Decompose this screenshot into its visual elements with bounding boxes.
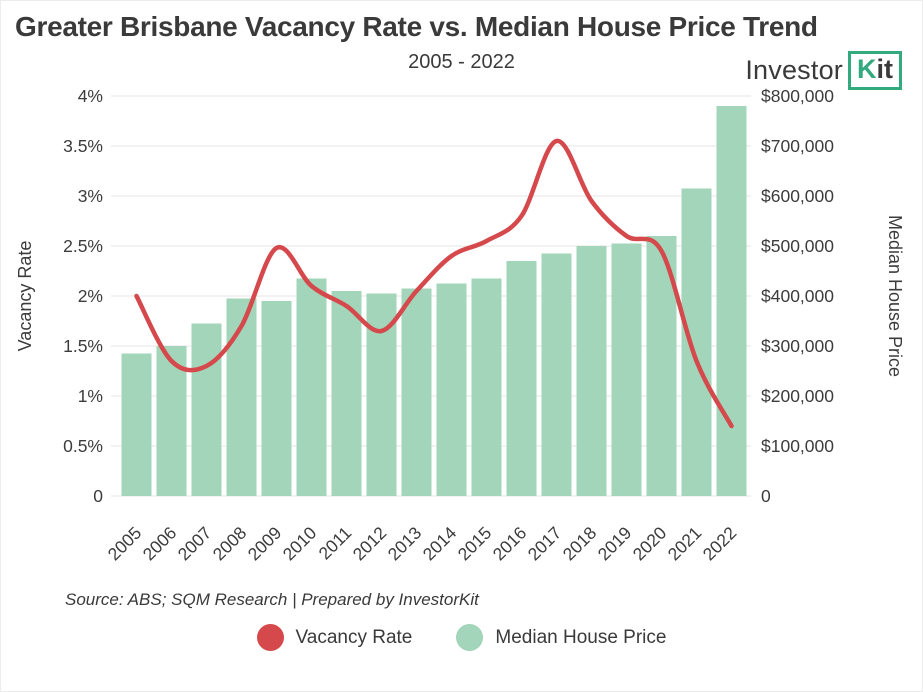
svg-text:2012: 2012 [349,523,391,565]
svg-text:2010: 2010 [279,523,321,565]
svg-text:$400,000: $400,000 [761,286,834,306]
svg-text:0.5%: 0.5% [63,436,103,456]
svg-text:0: 0 [93,486,103,506]
svg-text:$500,000: $500,000 [761,236,834,256]
svg-text:2006: 2006 [139,523,181,565]
legend-label: Median House Price [495,626,667,648]
chart-subtitle: 2005 - 2022 [408,51,515,73]
investorkit-logo: Investor Kit [745,51,902,90]
svg-text:2021: 2021 [664,523,706,565]
svg-text:1%: 1% [78,386,103,406]
logo-k: K [857,54,877,84]
svg-text:2016: 2016 [489,523,531,565]
svg-text:$300,000: $300,000 [761,336,834,356]
svg-text:2013: 2013 [384,523,426,565]
logo-text: Investor [745,55,843,85]
svg-text:3%: 3% [78,186,103,206]
legend: Vacancy Rate Median House Price [1,624,922,651]
svg-text:2019: 2019 [594,523,636,565]
svg-text:Vacancy Rate: Vacancy Rate [15,241,35,352]
svg-text:2020: 2020 [629,523,671,565]
source-note: Source: ABS; SQM Research | Prepared by … [65,590,479,609]
svg-text:$600,000: $600,000 [761,186,834,206]
svg-text:2018: 2018 [559,523,601,565]
svg-text:2015: 2015 [454,523,496,565]
svg-text:2007: 2007 [174,523,216,565]
svg-text:$100,000: $100,000 [761,436,834,456]
median-house-price-swatch [456,624,484,651]
svg-text:2014: 2014 [419,523,461,565]
svg-text:2.5%: 2.5% [63,236,103,256]
svg-text:$800,000: $800,000 [761,86,834,106]
chart-title: Greater Brisbane Vacancy Rate vs. Median… [15,11,818,42]
svg-text:3.5%: 3.5% [63,136,103,156]
svg-text:$200,000: $200,000 [761,386,834,406]
legend-item-vacancy-rate: Vacancy Rate [256,624,413,651]
svg-text:0: 0 [761,486,771,506]
legend-item-median-house-price: Median House Price [456,624,666,651]
vacancy-rate-swatch [256,624,284,651]
svg-text:$700,000: $700,000 [761,136,834,156]
svg-text:1.5%: 1.5% [63,336,103,356]
svg-text:2%: 2% [78,286,103,306]
svg-text:Median House Price: Median House Price [885,215,905,377]
chart-area: 0 0.5% 1% 1.5% 2% 2.5% 3% 3.5% 4% 0 $100,000 $200,0… [1,78,922,588]
legend-label: Vacancy Rate [295,626,413,648]
logo-kit-box: Kit [848,51,902,90]
combo-chart-svg: 0 0.5% 1% 1.5% 2% 2.5% 3% 3.5% 4% 0 $100,000 $200,0… [15,86,905,565]
svg-text:4%: 4% [78,86,103,106]
svg-text:2022: 2022 [699,523,741,565]
svg-text:2011: 2011 [315,523,356,564]
svg-text:2009: 2009 [244,523,286,565]
svg-text:2017: 2017 [524,523,566,565]
logo-it: it [876,54,894,84]
svg-text:2005: 2005 [104,523,146,565]
svg-text:2008: 2008 [209,523,251,565]
